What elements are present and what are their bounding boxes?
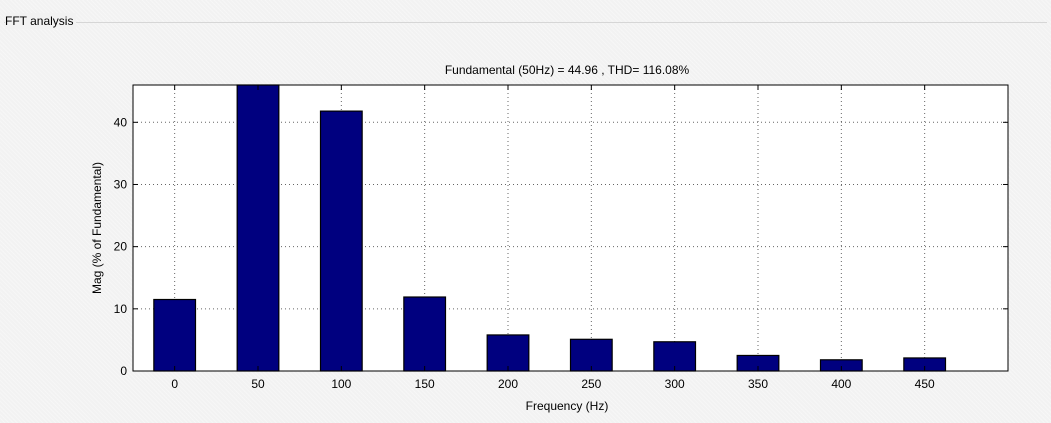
x-tick-label: 200	[498, 377, 518, 391]
x-tick-label: 400	[831, 377, 851, 391]
x-axis-label: Frequency (Hz)	[526, 399, 609, 413]
y-tick-label: 40	[114, 115, 128, 129]
x-tick-label: 300	[665, 377, 685, 391]
y-tick-label: 30	[114, 177, 128, 191]
x-tick-label: 0	[171, 377, 178, 391]
x-tick-label: 100	[331, 377, 351, 391]
x-tick-label: 350	[748, 377, 768, 391]
plot-frame	[132, 84, 1009, 372]
bar-250hz	[569, 338, 613, 372]
y-tick-label: 10	[114, 302, 128, 316]
bar-100hz	[319, 110, 363, 372]
bar-200hz	[486, 334, 530, 372]
y-tick-label: 20	[114, 240, 128, 254]
x-tick-label: 150	[415, 377, 435, 391]
x-tick-label: 250	[581, 377, 601, 391]
bar-0hz	[153, 298, 197, 372]
y-axis-label: Mag (% of Fundamental)	[90, 162, 104, 294]
bar-150hz	[403, 296, 447, 372]
panel-title: FFT analysis	[5, 13, 77, 29]
y-tick-label: 0	[120, 364, 127, 378]
x-tick-label: 450	[915, 377, 935, 391]
x-tick-label: 50	[251, 377, 265, 391]
fft-analysis-panel	[4, 22, 1047, 419]
chart-title: Fundamental (50Hz) = 44.96 , THD= 116.08…	[445, 63, 690, 77]
bar-50hz	[236, 84, 280, 372]
